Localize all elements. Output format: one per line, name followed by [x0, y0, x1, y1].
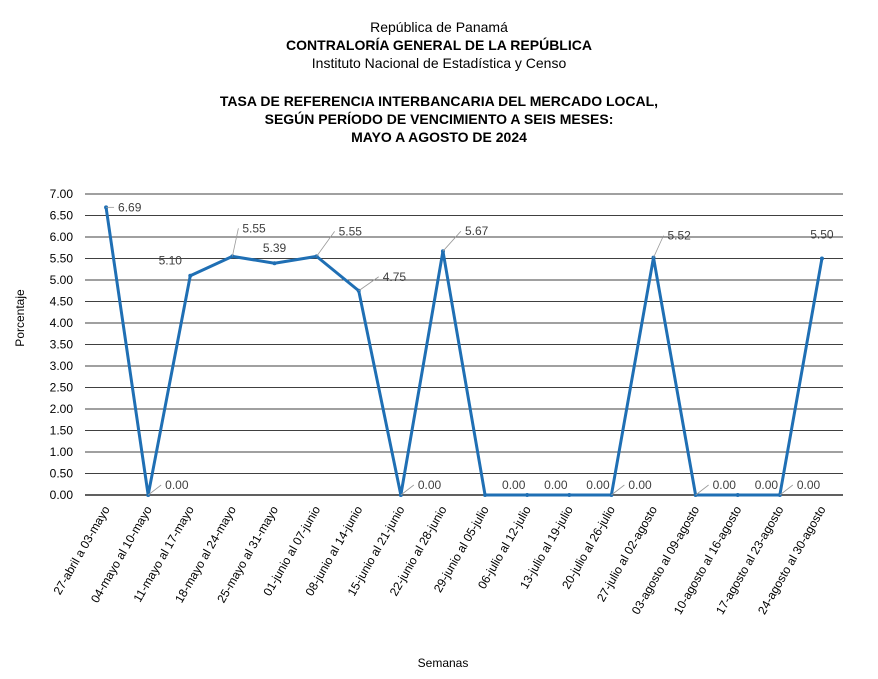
data-label: 5.55 — [242, 221, 266, 235]
data-label: 0.00 — [586, 478, 610, 492]
data-point — [188, 273, 193, 278]
header-country: República de Panamá — [370, 19, 508, 35]
data-label: 0.00 — [713, 478, 737, 492]
y-tick-label: 0.00 — [50, 488, 74, 502]
data-label: 5.39 — [263, 241, 287, 255]
label-leader — [358, 276, 379, 292]
data-label: 4.75 — [383, 270, 407, 284]
data-point — [735, 493, 740, 497]
header-institution: CONTRALORÍA GENERAL DE LA REPÚBLICA — [286, 37, 592, 53]
chart-title-line3: MAYO A AGOSTO DE 2024 — [351, 129, 527, 145]
chart-title-line2: SEGÚN PERÍODO DE VENCIMIENTO A SEIS MESE… — [264, 111, 614, 127]
y-tick-label: 2.00 — [50, 402, 74, 416]
chart-title-line1: TASA DE REFERENCIA INTERBANCARIA DEL MER… — [219, 93, 659, 109]
label-leader — [231, 228, 239, 257]
label-leader — [653, 235, 664, 258]
data-point — [525, 493, 530, 497]
data-label: 5.10 — [159, 254, 183, 268]
label-leader — [316, 231, 335, 257]
label-leader — [611, 484, 625, 496]
y-tick-label: 1.00 — [50, 445, 74, 459]
data-label: 0.00 — [418, 478, 442, 492]
label-leader — [442, 230, 462, 252]
y-tick-label: 3.00 — [50, 359, 74, 373]
y-tick-label: 1.50 — [50, 424, 74, 438]
data-label: 0.00 — [628, 478, 652, 492]
label-leader — [695, 484, 709, 496]
y-tick-label: 4.50 — [50, 295, 74, 309]
y-tick-label: 5.00 — [50, 273, 74, 287]
data-point — [567, 493, 572, 497]
label-leader — [779, 484, 794, 496]
header-institute: Instituto Nacional de Estadística y Cens… — [311, 55, 567, 71]
data-point — [272, 261, 277, 266]
data-label: 0.00 — [544, 478, 568, 492]
y-axis-label: Porcentaje — [13, 289, 27, 347]
data-label: 5.67 — [465, 224, 489, 238]
data-label: 0.00 — [755, 478, 779, 492]
label-leader — [400, 484, 415, 496]
y-tick-label: 6.50 — [50, 209, 74, 223]
y-tick-label: 6.00 — [50, 230, 74, 244]
label-leader — [147, 484, 162, 496]
data-point — [483, 493, 488, 497]
y-tick-label: 3.50 — [50, 338, 74, 352]
y-tick-label: 4.00 — [50, 316, 74, 330]
data-label: 6.69 — [118, 200, 142, 214]
y-tick-label: 5.50 — [50, 252, 74, 266]
data-line — [104, 207, 824, 497]
y-tick-label: 0.50 — [50, 467, 74, 481]
data-label: 5.50 — [810, 228, 834, 242]
y-tick-label: 2.50 — [50, 381, 74, 395]
data-label: 0.00 — [797, 478, 821, 492]
data-label: 0.00 — [502, 478, 526, 492]
x-axis-label: Semanas — [418, 656, 469, 670]
data-label: 0.00 — [165, 478, 189, 492]
data-point — [819, 256, 824, 261]
data-label: 5.55 — [339, 224, 363, 238]
data-label: 5.52 — [668, 229, 692, 243]
y-tick-label: 7.00 — [50, 187, 74, 201]
